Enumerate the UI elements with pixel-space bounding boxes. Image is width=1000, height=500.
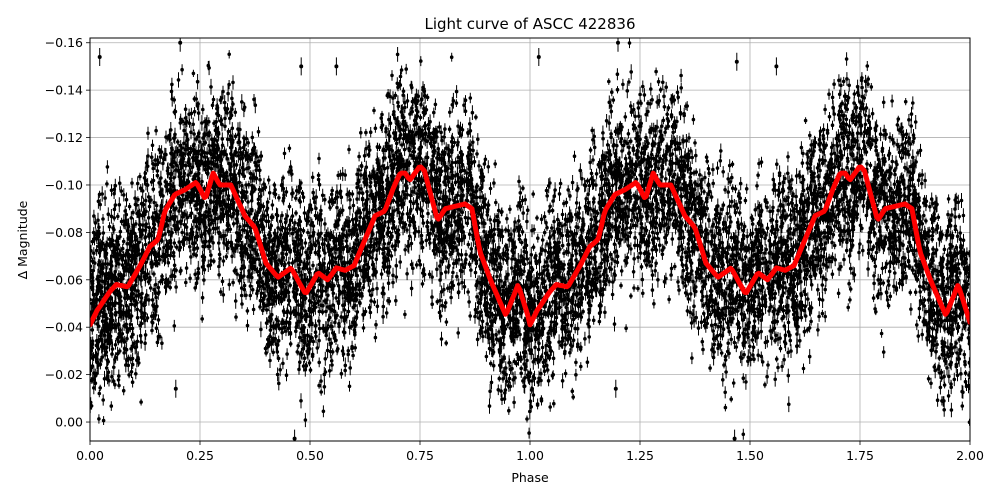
x-tick-label: 1.25 [626, 448, 654, 463]
x-tick-label: 1.00 [516, 448, 544, 463]
x-tick-label: 0.50 [296, 448, 324, 463]
x-tick-label: 2.00 [956, 448, 984, 463]
x-tick-label: 1.75 [846, 448, 874, 463]
y-tick-label: 0.00 [55, 415, 83, 430]
x-tick-label: 0.00 [76, 448, 104, 463]
x-tick-label: 1.50 [736, 448, 764, 463]
y-tick-label: −0.14 [45, 83, 83, 98]
y-tick-label: −0.08 [45, 225, 83, 240]
y-tick-label: −0.04 [45, 320, 83, 335]
x-axis-ticks: 0.00 0.25 0.50 0.75 1.00 1.25 1.50 1.75 2.00 [76, 441, 984, 463]
x-tick-label: 0.75 [406, 448, 434, 463]
y-axis-label: Δ Magnitude [15, 200, 30, 279]
x-tick-label: 0.25 [186, 448, 214, 463]
chart-title: Light curve of ASCC 422836 [425, 15, 636, 33]
y-tick-label: −0.06 [45, 272, 83, 287]
y-tick-label: −0.12 [45, 130, 83, 145]
y-tick-label: −0.16 [45, 35, 83, 50]
observation-points [90, 38, 970, 441]
y-tick-label: −0.02 [45, 367, 83, 382]
y-axis-ticks: −0.16 −0.14 −0.12 −0.10 −0.08 −0.06 −0.04 −0.02… [45, 35, 90, 430]
x-axis-label: Phase [511, 470, 549, 485]
smoothed-model-line [90, 164, 970, 328]
y-tick-label: −0.10 [45, 177, 83, 192]
